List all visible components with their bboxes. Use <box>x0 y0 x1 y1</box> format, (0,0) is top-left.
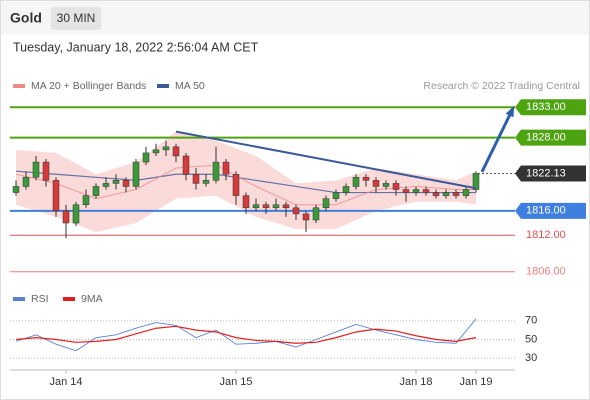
candle-body <box>12 186 20 193</box>
candle-body <box>292 207 300 215</box>
level-label: 1822.13 <box>526 167 566 179</box>
forecast-arrow <box>480 107 515 173</box>
level-tag <box>515 202 586 219</box>
level-tag <box>515 99 586 116</box>
candle-body <box>272 204 280 209</box>
candle-body <box>162 146 170 151</box>
level-tag <box>515 129 586 146</box>
candle-body <box>372 180 380 187</box>
candle-body <box>142 152 150 163</box>
candle-body <box>302 213 310 221</box>
legend-ma50-swatch <box>157 84 169 88</box>
rsi-line <box>15 318 477 352</box>
x-tick-label: Jan 19 <box>459 376 492 388</box>
candle-body <box>442 192 450 196</box>
candle-body <box>152 149 160 154</box>
level-label: 1833.00 <box>526 101 566 113</box>
candle-body <box>362 177 370 181</box>
candle-body <box>102 183 110 187</box>
legend-ma20-label: MA 20 + Bollinger Bands <box>31 80 146 92</box>
candle-body <box>132 161 140 187</box>
instrument-title: Gold <box>10 10 42 26</box>
candle-body <box>422 189 430 193</box>
candle-body <box>412 189 420 193</box>
candle-body <box>92 186 100 196</box>
candle-body <box>122 180 130 187</box>
candle-body <box>382 183 390 187</box>
legend-ma50-label: MA 50 <box>175 80 205 92</box>
candle-body <box>402 189 410 193</box>
level-label: 1806.00 <box>526 266 566 278</box>
x-tick-label: Jan 18 <box>399 376 432 388</box>
candle-body <box>192 174 200 184</box>
legend-ma20-swatch <box>13 84 25 88</box>
candle-body <box>62 210 70 224</box>
candle-body <box>392 183 400 190</box>
candle-body <box>212 161 220 181</box>
candle-body <box>182 155 190 175</box>
candle-body <box>232 174 240 196</box>
candle-body <box>472 173 480 190</box>
candle-body <box>452 192 460 196</box>
candle-body <box>202 180 210 184</box>
level-label: 1828.00 <box>526 132 566 144</box>
rsi-tick-label: 70 <box>525 315 537 327</box>
level-label: 1812.00 <box>526 229 566 241</box>
timeframe-label[interactable]: 30 MIN <box>57 11 96 25</box>
candle-body <box>222 161 230 175</box>
level-tag <box>515 165 586 182</box>
candle-body <box>32 161 40 178</box>
rsi-line <box>15 325 477 344</box>
candle-body <box>332 192 340 199</box>
candle-body <box>252 204 260 209</box>
rsi-tick-label: 30 <box>525 352 537 364</box>
candle-body <box>432 192 440 196</box>
candle-body <box>242 195 250 209</box>
x-tick-label: Jan 15 <box>219 376 252 388</box>
trendline <box>175 130 477 190</box>
legend-rsi-ma-swatch <box>63 297 75 301</box>
candle-body <box>112 180 120 184</box>
candle-body <box>322 198 330 209</box>
candle-body <box>72 204 80 224</box>
bollinger-band <box>16 131 476 233</box>
candle-body <box>312 207 320 221</box>
candle-body <box>42 161 50 181</box>
candle-body <box>352 177 360 187</box>
legend-rsi-swatch <box>13 297 25 301</box>
candle-body <box>22 177 30 187</box>
credit: Research © 2022 Trading Central <box>423 80 580 92</box>
candle-body <box>82 195 90 205</box>
candle-body <box>172 146 180 157</box>
legend-rsi-label: RSI <box>31 293 49 305</box>
x-tick-label: Jan 14 <box>49 376 82 388</box>
datetime: Tuesday, January 18, 2022 2:56:04 AM CET <box>13 40 259 54</box>
candle-body <box>462 189 470 196</box>
candle-body <box>262 204 270 209</box>
rsi-tick-label: 50 <box>525 333 537 345</box>
timeframe-tab[interactable] <box>51 7 101 30</box>
candle-body <box>342 186 350 193</box>
legend-rsi-ma-label: 9MA <box>81 293 103 305</box>
candle-body <box>52 180 60 212</box>
arrow-head <box>505 105 515 118</box>
candle-body <box>282 204 290 209</box>
level-label: 1816.00 <box>526 205 566 217</box>
